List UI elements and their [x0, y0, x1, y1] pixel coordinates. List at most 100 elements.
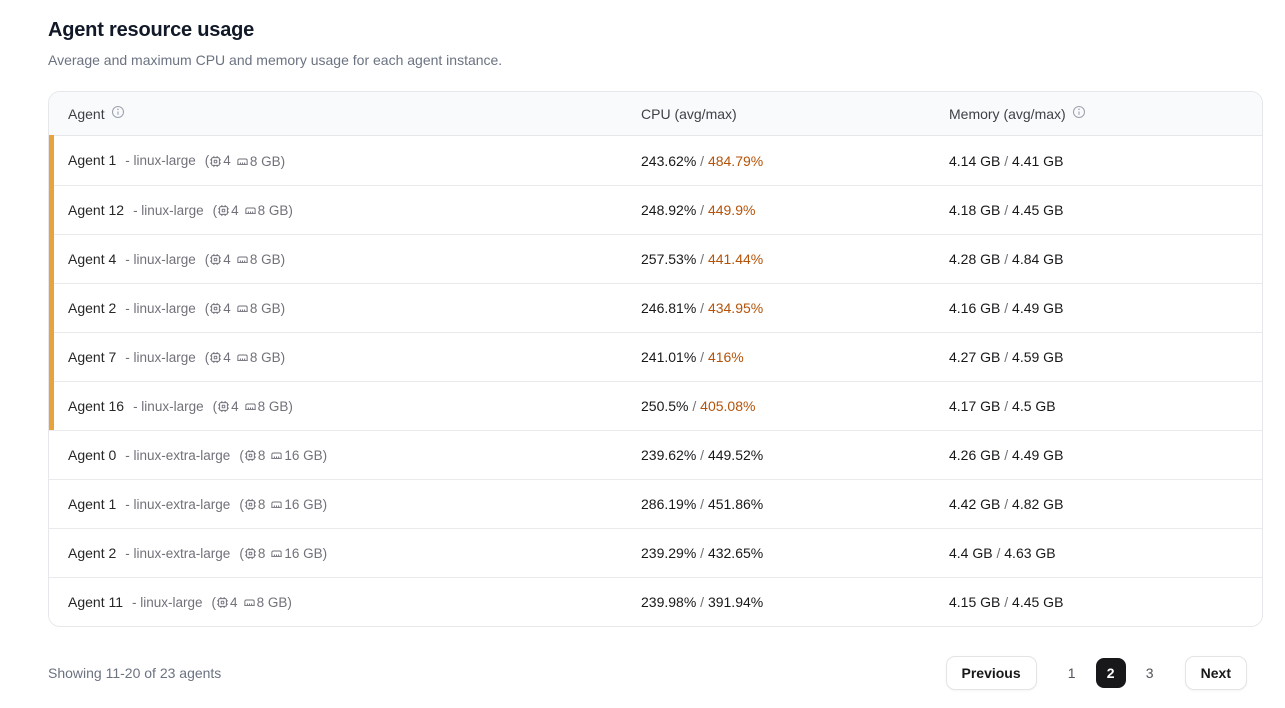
value-separator: /: [1004, 594, 1013, 610]
value-separator: /: [700, 202, 708, 218]
cpu-usage-cell: 286.19% / 451.86%: [641, 496, 949, 512]
agent-spec: ( 4: [205, 300, 286, 318]
memory-stick-icon: [270, 498, 283, 514]
agent-name: Agent 2: [68, 299, 117, 316]
value-separator: /: [700, 545, 708, 561]
memory-stick-icon: [236, 351, 249, 367]
agent-cell: Agent 11 - linux-large ( 4: [49, 594, 641, 611]
column-header-memory-label: Memory (avg/max): [949, 105, 1066, 122]
memory-max-value: 4.49 GB: [1012, 300, 1064, 316]
page-number-1[interactable]: 1: [1057, 658, 1087, 688]
cpu-count: 4: [223, 153, 231, 169]
memory-avg-value: 4.14 GB: [949, 152, 1001, 169]
agent-instance-type: - linux-large: [125, 251, 196, 267]
spec-paren-close: ): [280, 301, 286, 317]
agent-name: Agent 1: [68, 152, 117, 169]
agent-name: Agent 11: [68, 593, 124, 610]
cpu-max-value: 449.52%: [707, 447, 764, 463]
ram-size: 16 GB: [284, 546, 323, 562]
agent-usage-table: Agent CPU (avg/max) Memory (avg/max) Age…: [48, 91, 1263, 627]
ram-size: 8 GB: [249, 350, 281, 366]
cpu-avg-value: 286.19%: [641, 496, 697, 512]
memory-avg-value: 4.15 GB: [949, 594, 1001, 610]
agent-instance-type: - linux-large: [132, 594, 203, 610]
cpu-avg-value: 239.62%: [641, 447, 697, 463]
cpu-max-value: 441.44%: [707, 251, 764, 267]
agent-cell: Agent 4 - linux-large ( 4: [49, 251, 641, 268]
page-number-3[interactable]: 3: [1135, 658, 1165, 688]
memory-avg-value: 4.16 GB: [949, 300, 1001, 316]
agent-spec: ( 4: [204, 251, 285, 269]
page-title: Agent resource usage: [48, 19, 255, 41]
value-separator: /: [1004, 152, 1013, 169]
agent-cell: Agent 0 - linux-extra-large ( 8: [49, 447, 641, 464]
value-separator: /: [700, 349, 708, 365]
agent-instance-type: - linux-extra-large: [125, 496, 231, 512]
previous-page-button[interactable]: Previous: [945, 656, 1037, 690]
cpu-count: 8: [257, 545, 266, 561]
next-page-button[interactable]: Next: [1184, 656, 1247, 690]
spec-paren-open: (: [239, 545, 244, 561]
agent-cell: Agent 12 - linux-large ( 4: [49, 202, 641, 219]
agent-instance-type: - linux-large: [133, 202, 204, 218]
cpu-usage-cell: 239.29% / 432.65%: [641, 545, 949, 561]
memory-avg-value: 4.18 GB: [949, 202, 1001, 218]
cpu-max-value: 451.86%: [707, 496, 764, 512]
ram-size: 8 GB: [257, 203, 289, 219]
info-icon[interactable]: [111, 105, 125, 122]
table-row: Agent 12 - linux-large ( 4: [49, 185, 1262, 234]
cpu-chip-icon: [209, 253, 222, 269]
memory-usage-cell: 4.17 GB / 4.5 GB: [949, 398, 1262, 414]
cpu-usage-cell: 246.81% / 434.95%: [641, 300, 949, 316]
cpu-max-value: 434.95%: [707, 300, 764, 316]
spec-paren-open: (: [204, 153, 210, 169]
table-row: Agent 16 - linux-large ( 4: [49, 381, 1262, 430]
cpu-avg-value: 243.62%: [641, 152, 697, 169]
ram-size: 16 GB: [284, 448, 323, 464]
value-separator: /: [1004, 202, 1013, 218]
value-separator: /: [692, 398, 701, 414]
cpu-count: 4: [223, 251, 231, 267]
table-row: Agent 11 - linux-large ( 4: [49, 577, 1262, 626]
agent-spec: ( 4: [205, 153, 285, 169]
spec-paren-open: (: [204, 251, 210, 267]
table-row: Agent 4 - linux-large ( 4: [49, 234, 1262, 283]
value-separator: /: [700, 251, 708, 267]
cpu-max-value: 416%: [707, 349, 744, 365]
agent-instance-type: - linux-large: [125, 349, 196, 365]
table-row: Agent 2 - linux-large ( 4: [49, 283, 1262, 332]
cpu-chip-icon: [209, 302, 222, 318]
agent-name: Agent 4: [68, 250, 117, 267]
cpu-avg-value: 250.5%: [641, 398, 689, 414]
agent-name: Agent 0: [68, 446, 117, 463]
agent-spec: ( 8: [239, 447, 327, 465]
cpu-max-value: 449.9%: [707, 202, 756, 218]
memory-usage-cell: 4.28 GB / 4.84 GB: [949, 251, 1262, 267]
memory-avg-value: 4.42 GB: [949, 496, 1001, 512]
agent-instance-type: - linux-extra-large: [125, 545, 231, 561]
agent-spec: ( 4: [213, 398, 293, 415]
cpu-chip-icon: [244, 449, 257, 465]
agent-cell: Agent 7 - linux-large ( 4: [49, 349, 641, 366]
value-separator: /: [700, 447, 708, 463]
page-number-2-active[interactable]: 2: [1095, 658, 1126, 688]
column-header-cpu: CPU (avg/max): [641, 106, 949, 122]
ram-size: 8 GB: [257, 399, 289, 415]
cpu-chip-icon: [216, 596, 229, 612]
cpu-avg-value: 246.81%: [641, 300, 697, 316]
spec-paren-close: ): [322, 546, 328, 562]
info-icon[interactable]: [1072, 105, 1086, 122]
agent-spec: ( 4: [213, 202, 293, 219]
memory-max-value: 4.5 GB: [1012, 398, 1056, 414]
cpu-count: 4: [230, 594, 238, 610]
agent-cell: Agent 2 - linux-large ( 4: [49, 300, 641, 317]
memory-avg-value: 4.27 GB: [949, 349, 1001, 365]
spec-paren-close: ): [322, 497, 328, 513]
memory-stick-icon: [243, 596, 256, 612]
pagination: Previous 1 2 3 Next: [945, 656, 1247, 690]
spec-paren-close: ): [280, 350, 286, 366]
cpu-usage-cell: 250.5% / 405.08%: [641, 398, 949, 414]
cpu-usage-cell: 248.92% / 449.9%: [641, 202, 949, 218]
value-separator: /: [700, 152, 708, 169]
agent-resource-usage-page: Agent resource usage Average and maximum…: [48, 19, 1263, 690]
